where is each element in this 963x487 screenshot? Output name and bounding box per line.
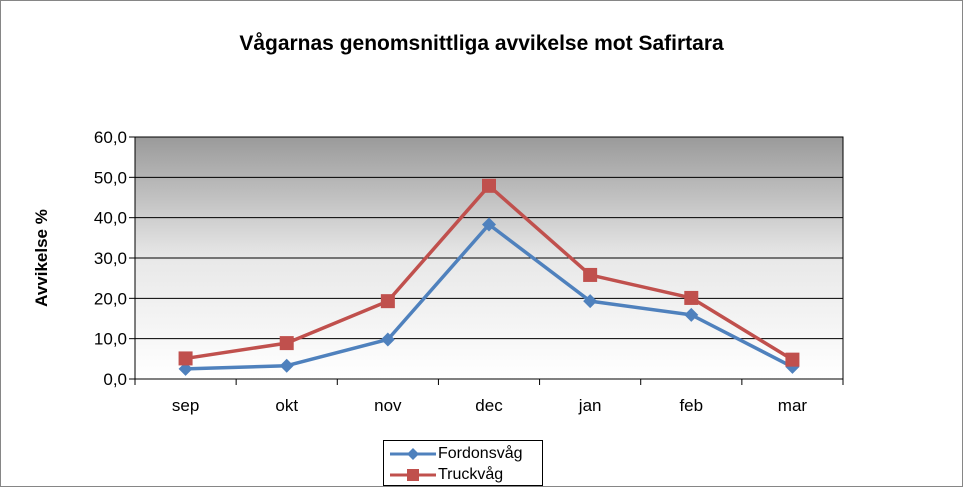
legend-swatch-square	[390, 469, 436, 481]
y-tick-label: 40,0	[94, 209, 127, 228]
x-tick-label: nov	[374, 396, 402, 415]
x-tick-label: mar	[778, 396, 808, 415]
y-tick-label: 30,0	[94, 249, 127, 268]
legend-item-series-1: Fordonsvåg	[390, 444, 523, 464]
data-point-diamond	[380, 332, 395, 347]
x-tick-label: jan	[578, 396, 602, 415]
data-point-diamond	[583, 294, 598, 309]
legend-item-series-2: Truckvåg	[390, 465, 503, 485]
plot-area: 0,0 10,0 20,0 30,0 40,0 50,0 60,0 sep okt nov dec j…	[94, 128, 844, 415]
data-point-diamond	[279, 358, 294, 373]
data-point-square	[684, 290, 699, 305]
legend-label: Truckvåg	[438, 466, 504, 483]
x-tick-label: feb	[679, 396, 703, 415]
data-point-diamond	[684, 307, 699, 322]
data-point-square	[583, 267, 598, 282]
y-tick-label: 0,0	[103, 370, 127, 389]
legend-label: Fordonsvåg	[438, 445, 523, 462]
x-tick-label: sep	[172, 396, 199, 415]
y-tick-label: 60,0	[94, 128, 127, 147]
data-point-square	[785, 352, 800, 367]
y-tick-label: 10,0	[94, 330, 127, 349]
legend: Fordonsvåg Truckvåg	[383, 440, 543, 486]
y-tick-label: 20,0	[94, 289, 127, 308]
legend-swatch-diamond	[390, 448, 436, 460]
chart-title: Vågarnas genomsnittliga avvikelse mot Sa…	[239, 32, 724, 55]
data-point-square	[178, 351, 193, 366]
data-point-square	[482, 178, 496, 193]
data-point-square	[380, 294, 395, 309]
x-tick-label: dec	[475, 396, 503, 415]
data-point-diamond	[482, 217, 496, 232]
y-tick-label: 50,0	[94, 168, 127, 187]
data-point-square	[279, 336, 294, 351]
x-tick-label: okt	[275, 396, 298, 415]
